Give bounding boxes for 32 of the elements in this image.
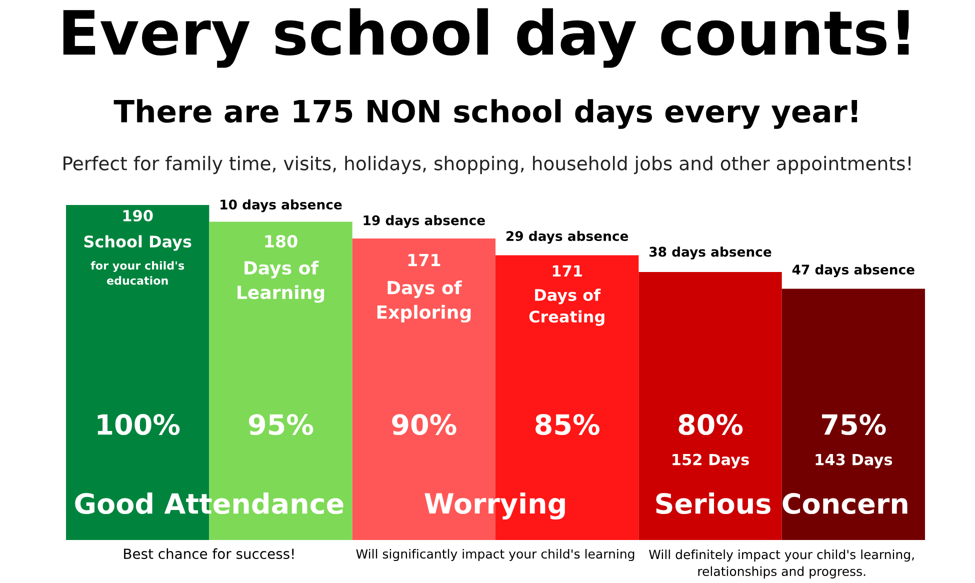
data-label: 75% (822, 414, 886, 436)
data-label: 100% (98, 414, 180, 436)
annotation: 171 (408, 254, 440, 266)
annotation: 19 days absence (364, 215, 485, 228)
annotation: 38 days absence (650, 246, 772, 260)
bar (782, 288, 925, 540)
text: Will significantly impact your child's learning (356, 548, 634, 562)
annotation: Days of Exploring (377, 280, 471, 323)
annotation: 152 Days (672, 454, 749, 468)
text: Best chance for success! (124, 548, 294, 560)
annotation: Days of Creating (529, 288, 604, 326)
chart-subtitle: There are 175 NON school days every year! (114, 99, 858, 129)
annotation: 190 (123, 210, 153, 222)
annotation: 180 (265, 234, 298, 248)
annotation: 47 days absence (792, 264, 914, 278)
chart-title: Every school day counts! (63, 8, 909, 68)
text: Will definitely impact your child's learning, relationships and progress. (649, 550, 914, 578)
text: Perfect for family time, visits, holidays, shopping, household jobs and other appointments! (64, 156, 910, 174)
data-label: 85% (536, 414, 600, 436)
data-label: 80% (678, 414, 743, 436)
annotation: 10 days absence (220, 199, 342, 212)
annotation: Worrying (424, 492, 565, 520)
annotation: for your child's education (90, 261, 184, 285)
annotation: Serious Concern (656, 492, 908, 514)
annotation: 143 Days (816, 454, 892, 468)
annotation: Days of Learning (238, 260, 324, 303)
annotation: 29 days absence (506, 230, 628, 244)
annotation: 171 (552, 265, 582, 276)
annotation: School Days (84, 235, 192, 251)
data-label: 95% (248, 414, 314, 436)
bar (638, 272, 782, 540)
data-label: 90% (392, 414, 456, 436)
